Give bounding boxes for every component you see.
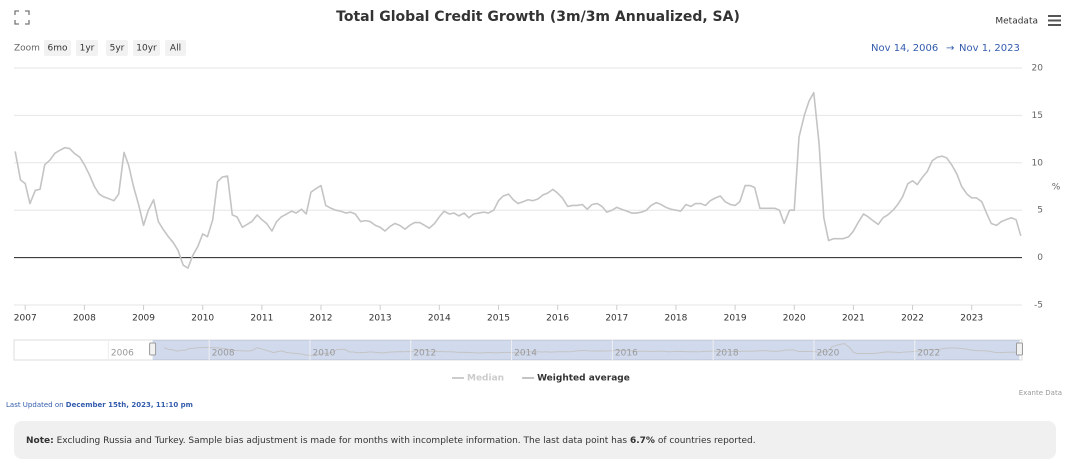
- x-tick-label: 2010: [191, 314, 214, 324]
- navigator-tick-label: 2014: [514, 349, 537, 359]
- zoom-button-bg[interactable]: [165, 40, 186, 56]
- x-tick-label: 2017: [605, 314, 628, 324]
- y-tick-label: 0: [1037, 253, 1043, 263]
- note-box: [14, 421, 1056, 459]
- x-tick-label: 2013: [369, 314, 392, 324]
- x-tick-label: 2022: [901, 314, 924, 324]
- range-separator: →: [946, 43, 954, 54]
- x-tick-label: 2019: [724, 314, 747, 324]
- zoom-button[interactable]: 6mo: [48, 44, 68, 54]
- y-tick-label: 15: [1032, 111, 1043, 121]
- note-value: 6.7%: [630, 436, 655, 446]
- navigator-tick-label: 2006: [111, 349, 134, 359]
- last-updated: Last Updated on December 15th, 2023, 11:…: [6, 401, 193, 409]
- x-tick-label: 2011: [250, 314, 273, 324]
- chart-title: Total Global Credit Growth (3m/3m Annual…: [336, 9, 740, 25]
- credit[interactable]: Exante Data: [1019, 389, 1062, 397]
- zoom-button[interactable]: 10yr: [136, 44, 157, 54]
- navigator-tick-label: 2020: [817, 349, 840, 359]
- note-text: Excluding Russia and Turkey. Sample bias…: [57, 436, 628, 446]
- legend-item[interactable]: Weighted average: [537, 374, 630, 384]
- zoom-button[interactable]: 5yr: [110, 44, 125, 54]
- x-tick-label: 2014: [428, 314, 451, 324]
- navigator-tick-label: 2022: [917, 349, 940, 359]
- x-tick-label: 2012: [310, 314, 333, 324]
- x-tick-label: 2021: [842, 314, 865, 324]
- zoom-label: Zoom: [14, 44, 40, 54]
- updated-date: December 15th, 2023, 11:10 pm: [66, 401, 193, 409]
- x-tick-label: 2016: [546, 314, 569, 324]
- x-tick-label: 2018: [664, 314, 687, 324]
- x-tick-label: 2007: [14, 314, 37, 324]
- navigator-tick-label: 2018: [716, 349, 739, 359]
- x-tick-label: 2015: [487, 314, 510, 324]
- note-tail: of countries reported.: [658, 436, 756, 446]
- series-line: [14, 91, 1022, 269]
- navigator-handle[interactable]: [1015, 342, 1023, 356]
- updated-label: Last Updated on: [6, 401, 64, 409]
- zoom-button[interactable]: 1yr: [80, 44, 95, 54]
- range-from[interactable]: Nov 14, 2006: [871, 43, 938, 54]
- legend-item[interactable]: Median: [467, 374, 504, 384]
- navigator-tick-label: 2016: [615, 349, 638, 359]
- zoom-button-bg[interactable]: [106, 40, 128, 56]
- y-tick-label: 20: [1032, 64, 1044, 74]
- metadata-button[interactable]: Metadata: [995, 17, 1038, 27]
- fullscreen-icon[interactable]: [14, 10, 30, 25]
- zoom-button-bg[interactable]: [44, 40, 71, 56]
- y-tick-label: 5: [1037, 206, 1043, 216]
- x-tick-label: 2008: [73, 314, 96, 324]
- range-to[interactable]: Nov 1, 2023: [959, 43, 1020, 54]
- navigator-line: [163, 343, 1022, 356]
- note: Note: Excluding Russia and Turkey. Sampl…: [26, 436, 756, 446]
- y-tick-label: 10: [1032, 158, 1044, 168]
- navigator-tick-label: 2008: [212, 349, 235, 359]
- navigator-selection[interactable]: [152, 340, 1020, 360]
- x-tick-label: 2020: [783, 314, 806, 324]
- navigator-tick-label: 2012: [413, 349, 436, 359]
- note-label: Note:: [26, 436, 54, 446]
- y-axis-unit: %: [1052, 183, 1061, 193]
- navigator-handle[interactable]: [149, 342, 157, 356]
- zoom-button-bg[interactable]: [76, 40, 98, 56]
- x-tick-label: 2023: [960, 314, 983, 324]
- x-tick-label: 2009: [132, 314, 155, 324]
- y-tick-label: -5: [1034, 301, 1043, 311]
- navigator-tick-label: 2010: [313, 349, 336, 359]
- menu-icon[interactable]: [1048, 15, 1061, 26]
- zoom-button-bg[interactable]: [133, 40, 160, 56]
- zoom-button[interactable]: All: [170, 44, 181, 54]
